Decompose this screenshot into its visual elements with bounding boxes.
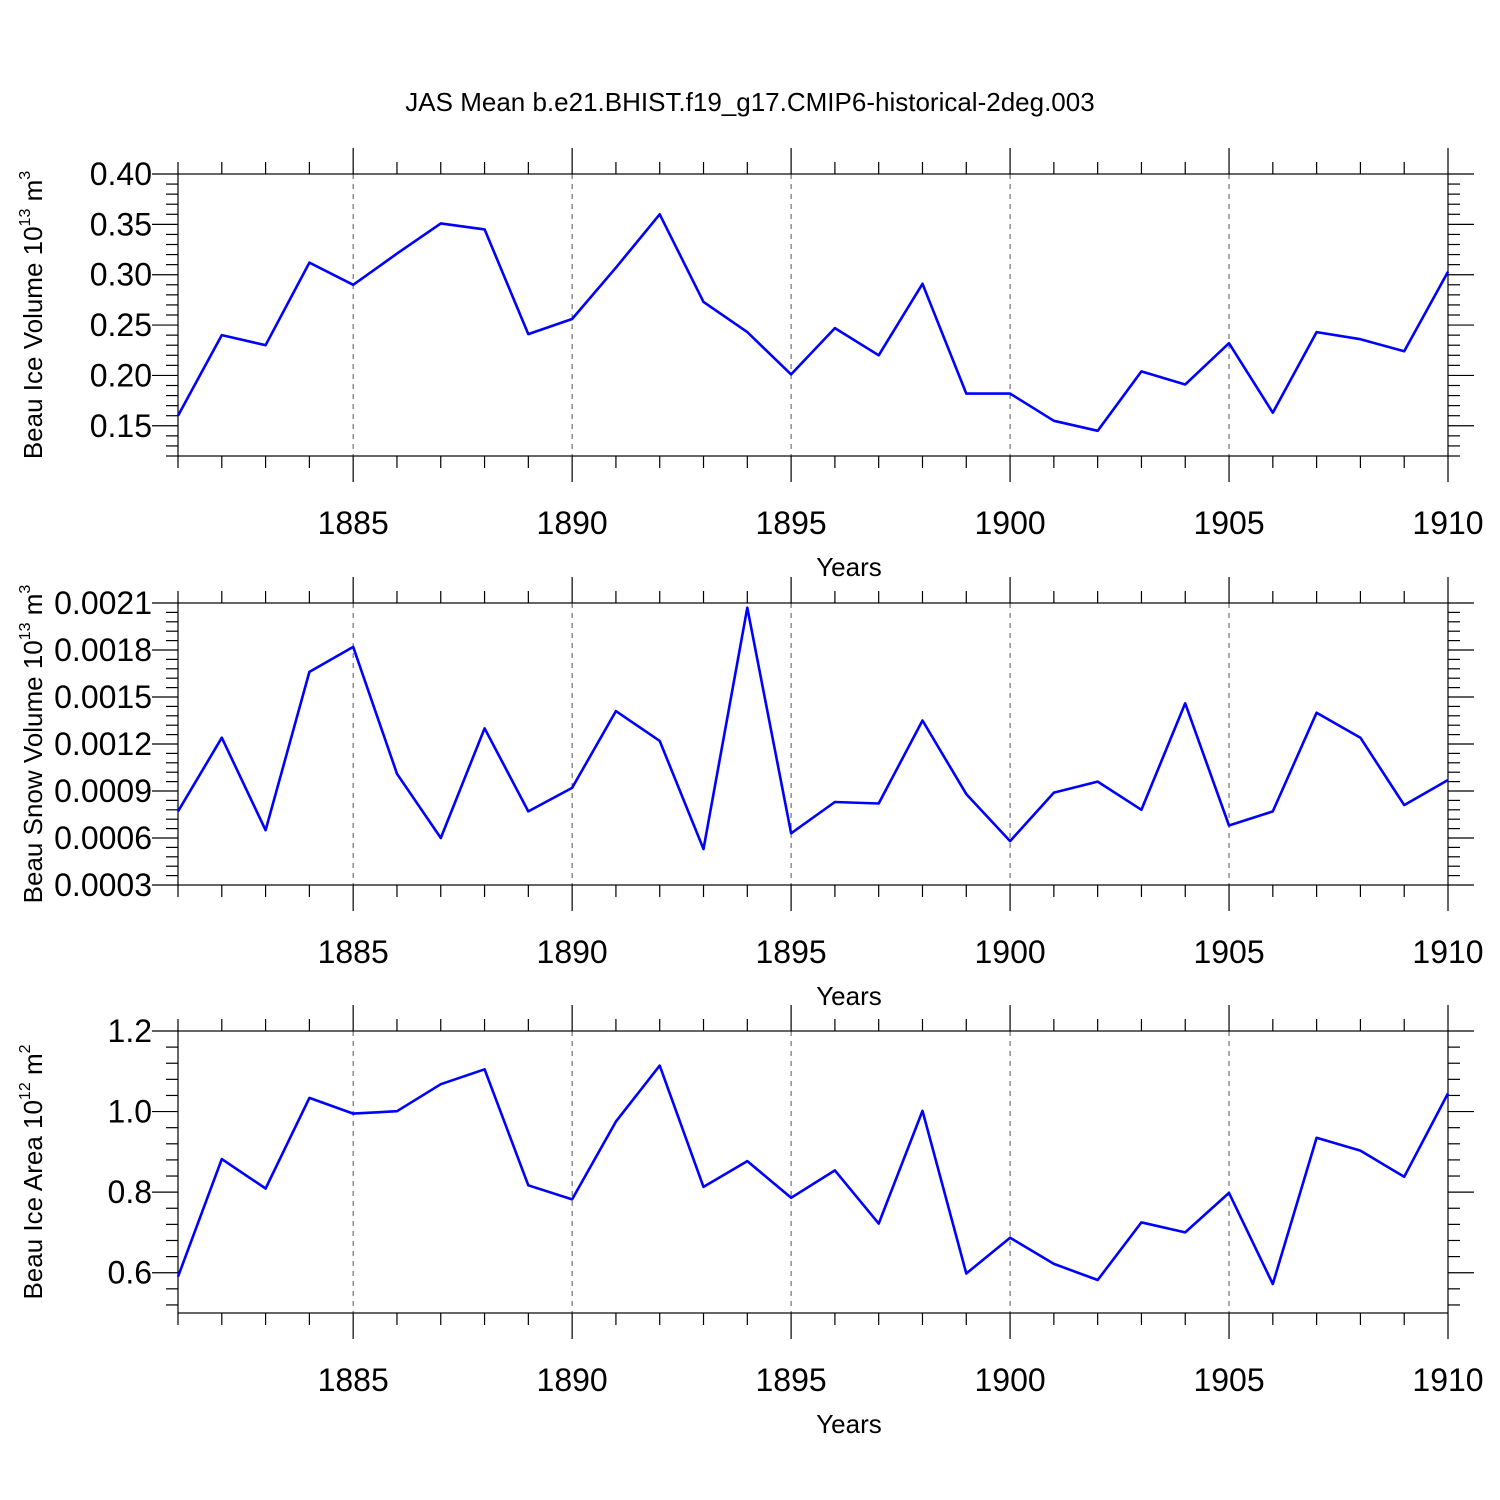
y-axis-title: Beau Ice Volume 1013 m3 (17, 171, 48, 459)
series-line (176, 606, 1449, 851)
y-axis-title-unit-exponent: 3 (17, 585, 34, 594)
x-axis-title: Years (816, 1409, 882, 1439)
y-axis-title-text: Beau Ice Volume 10 (18, 226, 48, 459)
x-tick-label: 1890 (537, 1362, 608, 1398)
y-tick-label: 0.20 (90, 357, 152, 393)
chart-title: JAS Mean b.e21.BHIST.f19_g17.CMIP6-histo… (405, 87, 1094, 117)
y-tick-label: 0.35 (90, 206, 152, 242)
x-tick-label: 1885 (318, 934, 389, 970)
y-tick-label: 0.30 (90, 257, 152, 293)
y-tick-label: 0.0021 (54, 585, 152, 621)
y-axis-title: Beau Ice Area 1012 m2 (17, 1044, 48, 1299)
chart-panels: 0.15 0.20 0.25 0.30 0.35 0.40 1885 1890 1895 1900… (17, 148, 1484, 1439)
series-line (176, 1064, 1450, 1286)
y-axis-title-exponent: 12 (17, 1082, 34, 1100)
y-tick-label: 1.2 (108, 1013, 152, 1049)
x-tick-label: 1885 (318, 1362, 389, 1398)
x-tick-label: 1900 (974, 505, 1045, 541)
x-tick-label: 1890 (537, 934, 608, 970)
y-axis-title-exponent: 13 (17, 209, 34, 227)
x-tick-label: 1910 (1412, 934, 1483, 970)
panel-1: 0.15 0.20 0.25 0.30 0.35 0.40 1885 1890 1895 1900… (17, 148, 1484, 582)
y-axis-title-text: Beau Snow Volume 10 (18, 640, 48, 903)
y-tick-label: 0.0009 (54, 773, 152, 809)
y-axis-title-exponent: 13 (17, 622, 34, 640)
x-tick-label: 1905 (1193, 1362, 1264, 1398)
y-axis-title-unit: m (18, 594, 48, 623)
y-tick-label: 1.0 (108, 1094, 152, 1130)
x-tick-label: 1895 (756, 505, 827, 541)
x-tick-label: 1910 (1412, 1362, 1483, 1398)
y-tick-label: 0.15 (90, 408, 152, 444)
y-tick-label: 0.0012 (54, 726, 152, 762)
y-axis-title: Beau Snow Volume 1013 m3 (17, 585, 48, 904)
y-axis-title-text: Beau Ice Area 10 (18, 1100, 48, 1299)
x-tick-label: 1910 (1412, 505, 1483, 541)
plot-frame (177, 602, 1449, 886)
y-tick-label: 0.0003 (54, 867, 152, 903)
x-tick-label: 1885 (318, 505, 389, 541)
x-tick-label: 1900 (974, 1362, 1045, 1398)
x-tick-label: 1905 (1193, 505, 1264, 541)
y-tick-label: 0.0018 (54, 632, 152, 668)
y-tick-label: 0.0015 (54, 679, 152, 715)
y-tick-label: 0.6 (108, 1255, 152, 1291)
x-tick-label: 1890 (537, 505, 608, 541)
y-tick-label: 0.0006 (54, 820, 152, 856)
x-tick-label: 1900 (974, 934, 1045, 970)
y-axis-title-unit-exponent: 3 (17, 171, 34, 180)
panel-2: 0.0003 0.0006 0.0009 0.0012 0.0015 0.0018 0.00… (17, 577, 1484, 1011)
x-tick-label: 1895 (756, 1362, 827, 1398)
plot-frame (177, 1030, 1449, 1314)
x-axis-title: Years (816, 552, 882, 582)
y-tick-label: 0.25 (90, 307, 152, 343)
y-axis-title-unit: m (18, 180, 48, 209)
series-line (176, 213, 1450, 433)
x-tick-label: 1905 (1193, 934, 1264, 970)
plot-frame (177, 173, 1449, 457)
y-tick-label: 0.8 (108, 1174, 152, 1210)
y-tick-label: 0.40 (90, 156, 152, 192)
x-axis-title: Years (816, 981, 882, 1011)
x-tick-label: 1895 (756, 934, 827, 970)
y-axis-title-unit: m (18, 1053, 48, 1082)
y-axis-title-unit-exponent: 2 (17, 1044, 34, 1053)
panel-3: 0.6 0.8 1.0 1.2 1885 1890 1895 1900 1905 1910 Year… (17, 1005, 1484, 1439)
